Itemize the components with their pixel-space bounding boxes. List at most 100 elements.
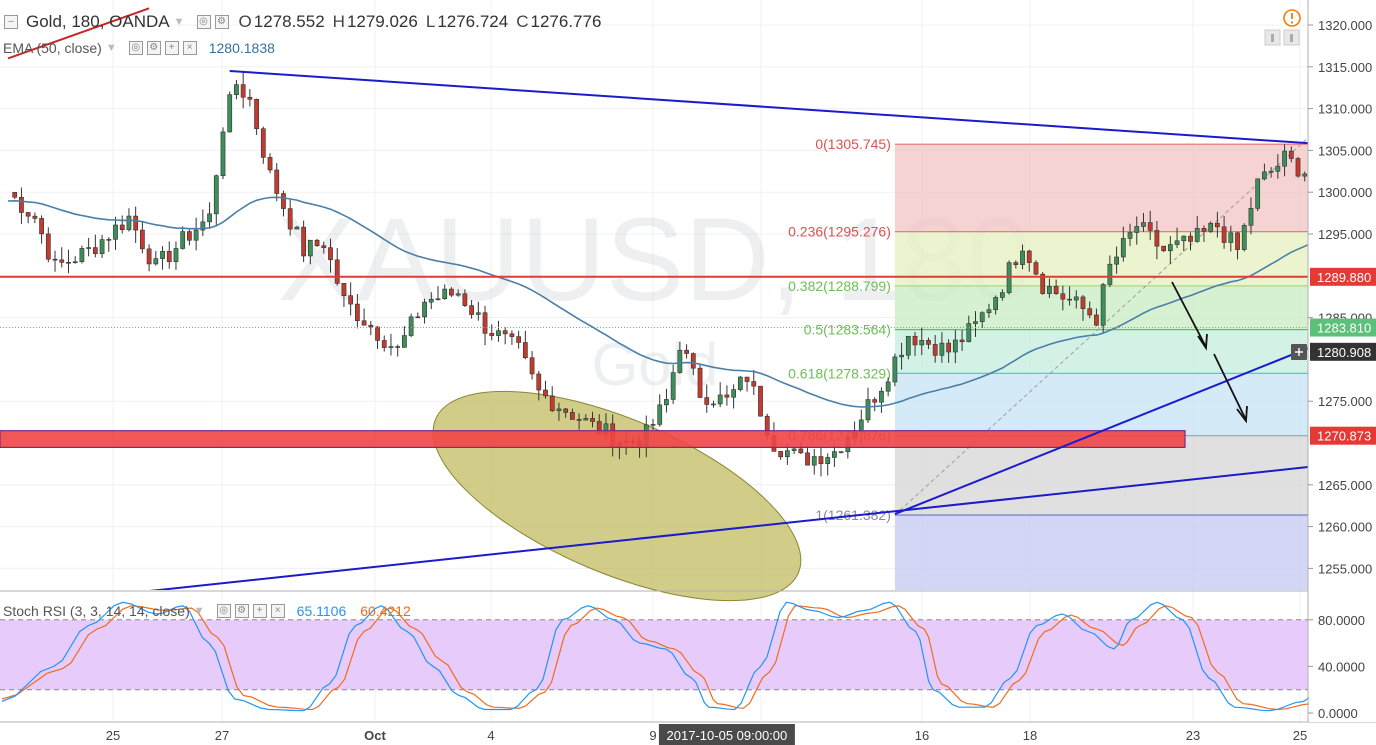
candle[interactable]: [79, 248, 85, 263]
candle[interactable]: [858, 419, 864, 432]
stoch-axis[interactable]: 80.0000 40.0000 0.0000: [1308, 613, 1365, 721]
candle[interactable]: [1114, 256, 1119, 265]
horizontal-levels[interactable]: [0, 275, 1308, 449]
stoch-label[interactable]: Stoch RSI (3, 3, 14, 14, close): [3, 603, 190, 619]
candle[interactable]: [724, 394, 730, 398]
candle[interactable]: [516, 336, 522, 343]
candle[interactable]: [1154, 230, 1160, 247]
candle[interactable]: [899, 354, 904, 358]
trendline[interactable]: [229, 69, 1376, 171]
candle[interactable]: [993, 297, 999, 311]
candle[interactable]: [1275, 165, 1281, 172]
candle[interactable]: [66, 262, 71, 264]
candle[interactable]: [778, 451, 784, 458]
gear-icon[interactable]: ⚙: [234, 604, 249, 618]
candle[interactable]: [791, 448, 797, 451]
candle[interactable]: [240, 84, 246, 98]
candle[interactable]: [590, 418, 595, 422]
candle[interactable]: [435, 298, 441, 301]
candle[interactable]: [939, 342, 945, 356]
candle[interactable]: [321, 245, 327, 248]
collapse-icon[interactable]: –: [4, 15, 18, 29]
candle[interactable]: [1053, 286, 1059, 295]
candle[interactable]: [92, 247, 98, 254]
candle[interactable]: [556, 408, 562, 412]
candle[interactable]: [213, 175, 219, 215]
candle[interactable]: [569, 412, 575, 420]
candle[interactable]: [751, 381, 757, 387]
candle[interactable]: [1020, 250, 1025, 265]
candle[interactable]: [294, 226, 300, 230]
candle[interactable]: [86, 247, 92, 249]
price-label-box[interactable]: [1310, 342, 1376, 361]
candle[interactable]: [1100, 284, 1106, 326]
stoch-k-line[interactable]: [1, 599, 1376, 712]
candle[interactable]: [1214, 222, 1220, 228]
candle[interactable]: [704, 397, 710, 405]
eye-icon[interactable]: ◎: [216, 604, 231, 618]
ema-label[interactable]: EMA (50, close): [3, 40, 102, 56]
candle[interactable]: [489, 333, 495, 336]
candle[interactable]: [126, 215, 132, 231]
price-label-box[interactable]: [1310, 426, 1376, 445]
candle[interactable]: [139, 229, 145, 250]
candle[interactable]: [1288, 150, 1294, 159]
candle[interactable]: [926, 340, 931, 345]
candle[interactable]: [220, 131, 226, 176]
candle[interactable]: [1268, 170, 1274, 173]
candle[interactable]: [354, 303, 360, 322]
candle[interactable]: [375, 326, 380, 341]
candle[interactable]: [932, 344, 938, 356]
candle[interactable]: [328, 247, 333, 261]
candle[interactable]: [1080, 296, 1086, 309]
candle[interactable]: [193, 229, 199, 241]
candle[interactable]: [832, 451, 837, 458]
candle[interactable]: [811, 456, 817, 466]
trendline[interactable]: [7, 7, 150, 60]
candle[interactable]: [307, 239, 313, 257]
candle[interactable]: [173, 248, 179, 262]
candle[interactable]: [475, 312, 481, 315]
candle[interactable]: [690, 353, 696, 369]
candle[interactable]: [1134, 226, 1140, 233]
candle[interactable]: [986, 309, 992, 314]
candle[interactable]: [522, 342, 528, 359]
candle[interactable]: [563, 408, 569, 413]
candle[interactable]: [657, 404, 663, 425]
candle[interactable]: [314, 239, 320, 247]
candle[interactable]: [1235, 232, 1240, 250]
candle[interactable]: [549, 395, 555, 412]
candle[interactable]: [72, 261, 78, 264]
chevron-down-icon[interactable]: ▼: [193, 605, 205, 617]
candle[interactable]: [670, 372, 676, 400]
candle[interactable]: [166, 251, 172, 262]
candle[interactable]: [119, 224, 125, 231]
candlestick-series[interactable]: [12, 71, 1376, 477]
candle[interactable]: [1282, 150, 1287, 167]
candle[interactable]: [952, 339, 958, 353]
candle[interactable]: [1107, 263, 1113, 285]
candle[interactable]: [805, 452, 810, 466]
candle[interactable]: [1047, 286, 1052, 294]
candle[interactable]: [711, 403, 716, 406]
candle[interactable]: [348, 295, 354, 305]
candle[interactable]: [52, 258, 58, 261]
candle[interactable]: [12, 192, 18, 198]
candle[interactable]: [536, 373, 542, 391]
candle[interactable]: [731, 389, 737, 398]
ema-line[interactable]: [7, 196, 1376, 408]
candle[interactable]: [1060, 293, 1066, 300]
candle[interactable]: [1141, 222, 1146, 227]
scroll-button-icon[interactable]: [1264, 29, 1300, 46]
candle[interactable]: [946, 342, 952, 353]
candle[interactable]: [449, 288, 454, 296]
candle[interactable]: [1026, 250, 1032, 263]
close-icon[interactable]: ×: [182, 41, 197, 55]
candle[interactable]: [684, 349, 689, 354]
chevron-down-icon[interactable]: ▼: [105, 42, 117, 54]
candle[interactable]: [160, 251, 165, 259]
candle[interactable]: [267, 157, 273, 171]
gear-icon[interactable]: ⚙: [214, 15, 229, 29]
candle[interactable]: [1295, 158, 1301, 177]
